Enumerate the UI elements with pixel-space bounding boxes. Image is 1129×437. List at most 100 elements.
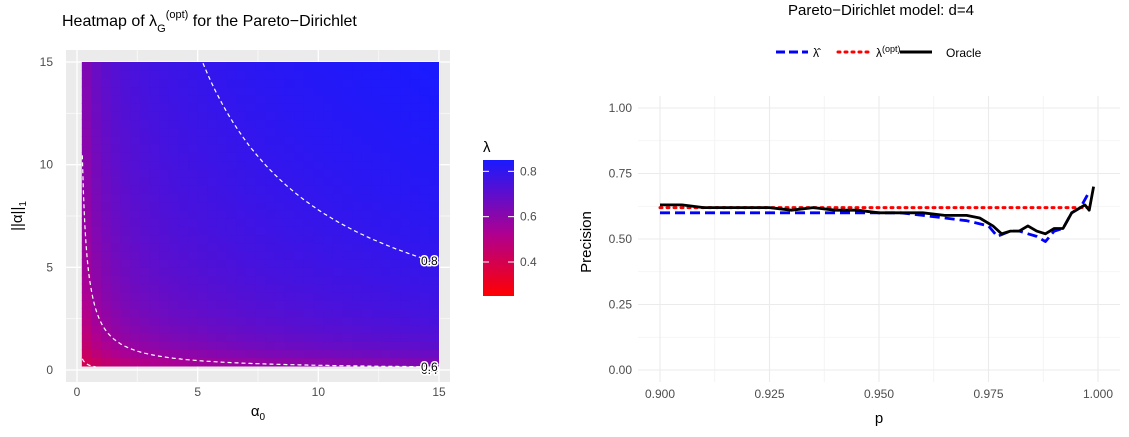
heatmap-cell [323,218,334,227]
heatmap-cell [419,135,430,145]
heatmap-cell [236,94,247,104]
heatmap-cell [390,135,401,145]
heatmap-cell [178,357,189,367]
heatmap-cell [178,283,189,293]
heatmap-cell [342,308,353,318]
heatmap-cell [284,259,295,268]
heatmap-cell [178,119,189,129]
heatmap-cell [139,185,150,195]
heatmap-cell [274,250,286,260]
heatmap-cell [303,316,315,326]
heatmap-cell [303,267,315,277]
heatmap-cell [81,176,93,186]
heatmap-cell [313,144,324,153]
heatmap-cell [130,259,141,268]
heatmap-cell [207,78,218,88]
heatmap-cell [265,242,276,252]
heatmap-cell [400,291,411,301]
heatmap-cell [381,176,392,186]
heatmap-cell [265,111,276,121]
heatmap-cell [332,201,344,211]
heatmap-cell [236,308,247,318]
heatmap-cell [101,250,112,260]
heatmap-cell [130,209,141,219]
heatmap-cell [149,119,160,129]
heatmap-cell [313,127,324,137]
heatmap-cell [265,176,276,186]
line-series [658,186,1095,244]
heatmap-cell [284,308,295,318]
heatmap-cell [120,152,131,162]
heatmap-cell [178,341,189,351]
heatmap-cell [120,94,131,104]
heatmap-cell [410,86,421,96]
heatmap-cell [139,209,150,219]
heatmap-cell [226,226,237,236]
heatmap-cell [400,185,411,195]
heatmap-cell [216,152,228,162]
heatmap-cell [226,250,237,260]
heatmap-cell [178,111,189,121]
heatmap-cell [91,333,102,342]
heatmap-cell [313,168,324,178]
heatmap-cell [400,357,411,367]
heatmap-cell [188,291,199,301]
heatmap-cell [245,324,257,334]
heatmap-cell [216,144,228,153]
heatmap-cell [168,291,179,301]
heatmap-cell [91,160,102,170]
heatmap-cell [236,242,247,252]
heatmap-cell [410,291,421,301]
heatmap-cell [429,218,439,227]
heatmap-cell [381,119,392,129]
heatmap-cell [284,333,295,342]
heatmap-cell [81,267,93,277]
heatmap-cell [429,333,439,342]
heatmap-cell [120,341,131,351]
heatmap-cell [313,86,324,96]
heatmap-cell [130,316,141,326]
heatmap-cell [419,176,430,186]
heatmap-cell [390,103,401,112]
heatmap-cell [178,135,189,145]
heatmap-cell [81,275,93,285]
heatmap-cell [81,209,93,219]
heatmap-cell [101,341,112,351]
heatmap-cell [429,341,439,351]
heatmap-cell [284,135,295,145]
heatmap-cell [352,185,363,195]
heatmap-cell [352,341,363,351]
heatmap-cell [130,135,141,145]
heatmap-cell [130,201,141,211]
heatmap-cell [236,201,247,211]
heatmap-cell [342,62,353,71]
heatmap-cell [236,78,247,88]
heatmap-cell [101,78,112,88]
heatmap-cell [226,70,237,80]
heatmap-cell [361,291,373,301]
heatmap-cell [352,209,363,219]
heatmap-cell [284,160,295,170]
heatmap-cell [139,267,150,277]
heatmap-cell [371,103,382,112]
heatmap-cell [149,168,160,178]
heatmap-cell [410,226,421,236]
heatmap-cell [294,341,305,351]
heatmap-cell [226,144,237,153]
heatmap-cell [303,242,315,252]
heatmap-cell [197,324,208,334]
heatmap-x-tick-label: 0 [74,385,81,399]
heatmap-cell [323,333,334,342]
heatmap-cell [323,144,334,153]
heatmap-cell [284,357,295,367]
heatmap-cell [139,259,150,268]
heatmap-cell [236,259,247,268]
heatmap-cell [197,78,208,88]
heatmap-cell [207,308,218,318]
heatmap-cell [101,242,112,252]
heatmap-cell [216,86,228,96]
heatmap-cell [178,308,189,318]
heatmap-cell [168,333,179,342]
heatmap-cell [110,242,122,252]
heatmap-cell [149,185,160,195]
